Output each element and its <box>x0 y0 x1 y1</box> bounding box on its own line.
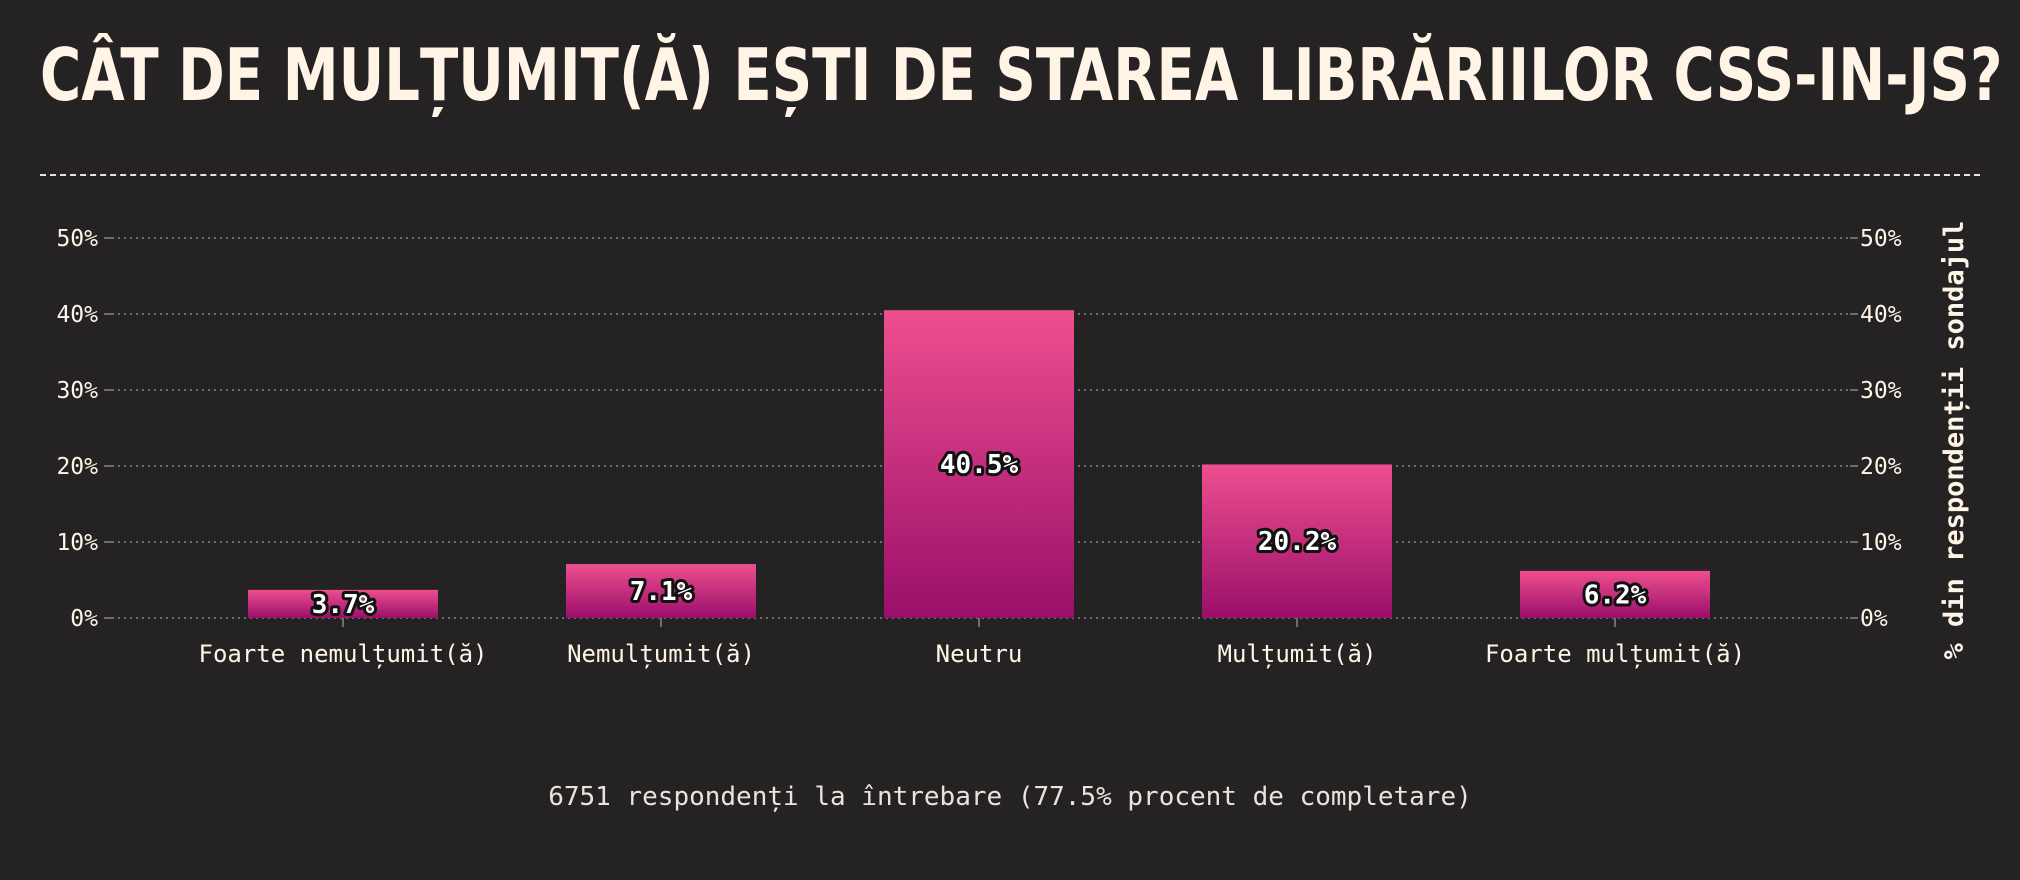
bar <box>1202 464 1392 618</box>
page-title: CÂT DE MULȚUMIT(Ă) EȘTI DE STAREA LIBRĂR… <box>40 33 2003 117</box>
y-tick-label: 40% <box>1860 302 1902 328</box>
data-label: 20.2% <box>1258 527 1337 557</box>
data-label: 3.7% <box>312 590 375 620</box>
bar <box>248 589 438 618</box>
y-axis-right: 0% 10% 20% 30% 40% 50% <box>1850 226 1902 632</box>
y-tick-label: 30% <box>1860 378 1902 404</box>
data-label: 6.2% <box>1584 580 1647 610</box>
bar <box>884 310 1074 618</box>
y-axis-left: 0% 10% 20% 30% 40% 50% <box>56 226 112 632</box>
x-tick-label: Neutru <box>936 640 1023 668</box>
y-tick-label: 50% <box>1860 226 1902 252</box>
y-tick-label: 0% <box>1860 606 1888 632</box>
bars <box>248 310 1710 618</box>
y-axis-title: % din respondenții sondajul <box>1939 221 1970 660</box>
x-axis: Foarte nemulțumit(ă) Nemulțumit(ă) Neutru M… <box>199 618 1745 669</box>
data-label: 40.5% <box>940 450 1019 480</box>
x-tick-label: Foarte mulțumit(ă) <box>1485 640 1745 669</box>
y-tick-label: 10% <box>1860 530 1902 556</box>
y-tick-label: 20% <box>56 454 98 480</box>
value-labels: 3.7% 7.1% 40.5% 20.2% 6.2% <box>309 447 1650 623</box>
y-tick-label: 20% <box>1860 454 1902 480</box>
data-label: 7.1% <box>630 577 693 607</box>
y-tick-label: 0% <box>70 606 98 632</box>
bar <box>566 564 756 618</box>
y-tick-label: 40% <box>56 302 98 328</box>
x-tick-label: Nemulțumit(ă) <box>567 640 755 669</box>
y-tick-label: 50% <box>56 226 98 252</box>
x-tick-label: Foarte nemulțumit(ă) <box>199 640 488 669</box>
footer-note: 6751 respondenți la întrebare (77.5% pro… <box>548 782 1472 812</box>
y-tick-label: 10% <box>56 530 98 556</box>
title-divider <box>40 174 1980 176</box>
y-tick-label: 30% <box>56 378 98 404</box>
bar <box>1520 570 1710 618</box>
x-tick-label: Mulțumit(ă) <box>1218 640 1377 669</box>
